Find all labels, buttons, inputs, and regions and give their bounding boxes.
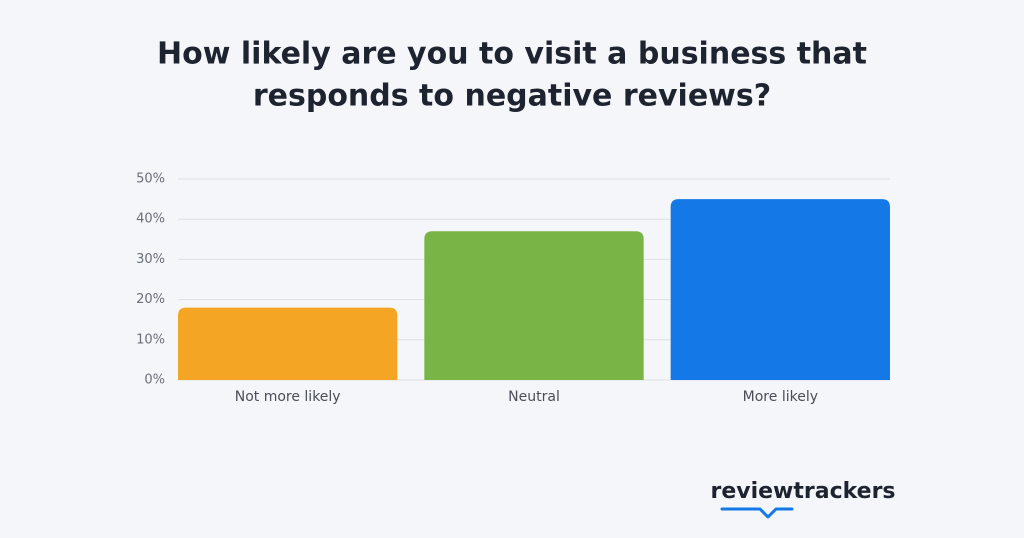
bar (178, 307, 398, 380)
bar (670, 199, 890, 380)
x-tick-label: Not more likely (235, 389, 341, 405)
logo: reviewtrackers (710, 479, 896, 519)
chart-title: responds to negative reviews? (253, 79, 771, 114)
y-tick-label: 20% (136, 292, 165, 307)
y-tick-label: 10% (136, 332, 165, 347)
y-tick-label: 0% (144, 373, 165, 388)
x-tick-label: Neutral (508, 389, 560, 405)
y-tick-label: 30% (136, 252, 165, 267)
brand: reviewtrackers (710, 479, 895, 504)
y-tick-label: 40% (136, 212, 165, 227)
logo-underline (720, 507, 794, 519)
chart-title: How likely are you to visit a business t… (157, 37, 867, 72)
y-tick-label: 50% (136, 172, 165, 187)
x-tick-label: More likely (743, 389, 818, 405)
bar (424, 231, 644, 380)
